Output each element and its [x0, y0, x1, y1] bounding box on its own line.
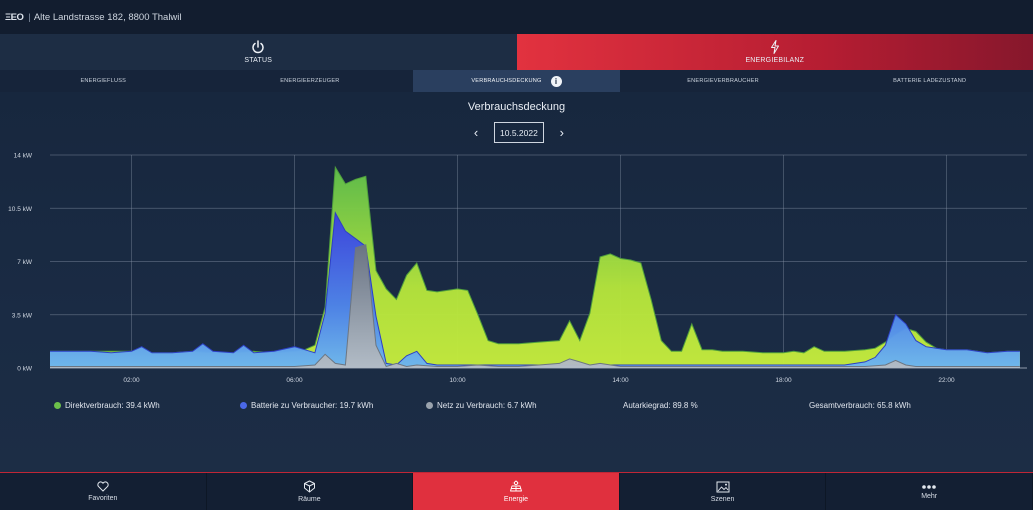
solar-panel-icon: [510, 480, 522, 492]
subtab-energieverbraucher[interactable]: ENERGIEVERBRAUCHER: [620, 70, 827, 92]
subtab-batterie-ladezustand[interactable]: BATTERIE LADEZUSTAND: [826, 70, 1033, 92]
legend-dot-direkt: [54, 402, 61, 409]
prev-day-chevron-icon[interactable]: ‹: [473, 125, 479, 140]
top-bar: ΞEO | Alte Landstrasse 182, 8800 Thalwil: [0, 0, 1033, 34]
chart-legend: Direktverbrauch: 39.4 kWh Batterie zu Ve…: [0, 401, 1033, 413]
legend-dot-batterie: [240, 402, 247, 409]
tab-status-label: STATUS: [244, 57, 273, 64]
title-separator: |: [28, 11, 31, 23]
autarkiegrad-value: Autarkiegrad: 89.8 %: [623, 401, 698, 410]
y-tick-label: 3.5 kW: [12, 312, 33, 319]
nav-raeume-label: Räume: [298, 496, 321, 503]
y-tick-label: 0 kW: [17, 366, 33, 373]
nav-energie[interactable]: Energie: [413, 473, 620, 510]
x-tick-label: 10:00: [449, 377, 466, 384]
page-title: Verbrauchsdeckung: [467, 101, 566, 113]
nav-mehr-label: Mehr: [921, 492, 938, 500]
nav-szenen-label: Szenen: [710, 495, 735, 503]
nav-szenen[interactable]: Szenen: [620, 473, 827, 510]
tab-energiebilanz[interactable]: ENERGIEBILANZ: [516, 34, 1033, 70]
consumption-area-chart: 0 kW 3.5 kW 7 kW 10.5 kW 14 kW 02:00 06:00 10:0…: [8, 153, 1027, 384]
gesamtverbrauch-value: Gesamtverbrauch: 65.8 kWh: [809, 401, 911, 410]
heart-icon: [97, 481, 109, 492]
subtab-batterie-ladezustand-label: BATTERIE LADEZUSTAND: [893, 78, 967, 84]
series-direktverbrauch-area: [50, 167, 1020, 368]
legend-label-direkt: Direktverbrauch: 39.4 kWh: [65, 401, 160, 410]
bottom-navigation: Favoriten Räume Energie Szenen Mehr: [0, 472, 1033, 510]
bolt-icon: [770, 40, 779, 54]
power-icon: [252, 40, 264, 54]
y-tick-label: 14 kW: [14, 153, 33, 160]
mode-switcher: STATUS ENERGIEBILANZ: [0, 34, 1033, 70]
x-tick-label: 02:00: [123, 377, 140, 384]
subtab-energieerzeuger-label: ENERGIEERZEUGER: [280, 78, 340, 84]
subtab-energieerzeuger[interactable]: ENERGIEERZEUGER: [207, 70, 414, 92]
tab-status[interactable]: STATUS: [0, 34, 517, 70]
location-address: Alte Landstrasse 182, 8800 Thalwil: [33, 11, 182, 23]
nav-favoriten-label: Favoriten: [88, 495, 118, 502]
series-netz-zu-verbrauch-line: [50, 244, 1020, 368]
autarkiegrad-label: Autarkiegrad: 89.8 %: [623, 401, 698, 410]
info-icon[interactable]: i: [550, 75, 562, 87]
legend-item-direktverbrauch: Direktverbrauch: 39.4 kWh: [54, 401, 160, 410]
series-batterie-zu-verbraucher-area: [50, 212, 1020, 368]
tab-energiebilanz-label: ENERGIEBILANZ: [745, 57, 805, 64]
app-logo: ΞEO: [5, 11, 24, 23]
cube-icon: [303, 480, 315, 493]
date-picker[interactable]: 10.5.2022: [494, 122, 544, 143]
subtab-verbrauchsdeckung[interactable]: VERBRAUCHSDECKUNG i: [413, 70, 620, 92]
more-dots-icon: [922, 484, 936, 489]
energy-subtabs: ENERGIEFLUSS ENERGIEERZEUGER VERBRAUCHSD…: [0, 70, 1033, 92]
subtab-energiefluss[interactable]: ENERGIEFLUSS: [0, 70, 207, 92]
legend-label-netz: Netz zu Verbrauch: 6.7 kWh: [437, 401, 537, 410]
nav-energie-label: Energie: [503, 496, 529, 503]
x-tick-label: 18:00: [775, 377, 792, 384]
subtab-energiefluss-label: ENERGIEFLUSS: [80, 78, 127, 84]
nav-raeume[interactable]: Räume: [207, 473, 414, 510]
nav-favoriten[interactable]: Favoriten: [0, 473, 207, 510]
y-tick-label: 7 kW: [17, 259, 33, 266]
x-tick-label: 06:00: [286, 377, 303, 384]
chart-panel: Verbrauchsdeckung ‹ 10.5.2022 › 0 kW 3.5 …: [0, 92, 1033, 472]
series-batterie-zu-verbraucher-line: [50, 211, 1020, 366]
y-tick-label: 10.5 kW: [8, 206, 33, 213]
subtab-verbrauchsdeckung-label: VERBRAUCHSDECKUNG: [471, 78, 542, 84]
subtab-energieverbraucher-label: ENERGIEVERBRAUCHER: [687, 78, 759, 84]
series-direktverbrauch-line: [50, 165, 1020, 354]
gesamtverbrauch-label: Gesamtverbrauch: 65.8 kWh: [809, 401, 911, 410]
legend-dot-netz: [426, 402, 433, 409]
nav-mehr[interactable]: Mehr: [826, 473, 1033, 510]
legend-item-netz: Netz zu Verbrauch: 6.7 kWh: [426, 401, 537, 410]
legend-item-batterie: Batterie zu Verbraucher: 19.7 kWh: [240, 401, 373, 410]
next-day-chevron-icon[interactable]: ›: [559, 125, 564, 140]
date-navigator: ‹ 10.5.2022 ›: [470, 122, 568, 143]
image-icon: [716, 481, 730, 492]
legend-label-batterie: Batterie zu Verbraucher: 19.7 kWh: [251, 401, 374, 410]
x-tick-label: 22:00: [938, 377, 955, 384]
x-tick-label: 14:00: [612, 377, 629, 384]
